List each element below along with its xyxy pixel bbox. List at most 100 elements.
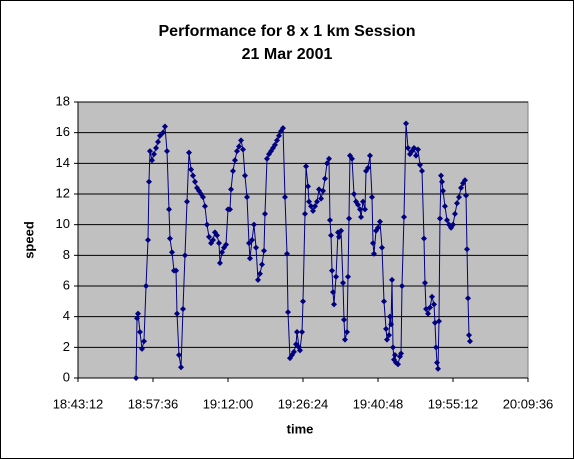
data-point [231, 157, 238, 164]
data-point [280, 125, 286, 132]
data-point [416, 161, 423, 168]
data-point [178, 364, 185, 371]
data-point [344, 329, 351, 335]
data-point [264, 155, 271, 162]
data-point [345, 215, 352, 222]
data-point [361, 206, 368, 213]
data-point [284, 250, 291, 257]
data-point [228, 186, 235, 193]
data-point [369, 194, 376, 201]
data-point [181, 252, 188, 259]
data-point [413, 152, 420, 159]
data-point [405, 145, 411, 151]
data-point [249, 237, 256, 243]
data-point [185, 149, 192, 156]
data-point [143, 283, 150, 289]
data-point [245, 240, 252, 247]
data-point [398, 350, 405, 357]
y-tick-label: 16 [56, 124, 70, 139]
data-point [259, 261, 266, 268]
data-point [136, 329, 143, 335]
data-point [310, 207, 316, 214]
data-point [308, 203, 315, 210]
data-point [415, 146, 421, 153]
data-point [149, 157, 156, 164]
data-point [465, 295, 471, 302]
data-point [205, 233, 212, 240]
data-point [444, 217, 451, 224]
data-point [166, 235, 173, 242]
data-point [355, 201, 361, 208]
data-point [230, 168, 236, 174]
data-point [201, 203, 208, 210]
data-point [329, 267, 336, 274]
data-point [253, 244, 260, 251]
data-point [375, 224, 381, 231]
data-point [379, 244, 386, 251]
data-point [388, 321, 395, 328]
data-point [419, 168, 426, 174]
data-point [321, 175, 328, 182]
data-point [461, 177, 468, 184]
data-point [420, 235, 427, 242]
data-point [180, 306, 186, 312]
data-point [135, 310, 141, 317]
data-point [340, 279, 346, 286]
data-point [464, 246, 471, 253]
data-point [294, 329, 301, 335]
data-point [386, 313, 393, 320]
x-tick-label: 20:09:36 [503, 396, 554, 411]
data-point [330, 289, 336, 296]
data-point [246, 255, 253, 262]
data-point [385, 332, 392, 339]
data-point [370, 250, 377, 257]
y-tick-label: 14 [56, 155, 70, 170]
y-tick-label: 4 [63, 308, 70, 323]
data-point [169, 249, 176, 256]
data-point [216, 260, 223, 266]
data-point [296, 347, 303, 354]
data-point [140, 338, 147, 345]
data-point [438, 172, 445, 179]
data-point [311, 203, 318, 210]
data-point [435, 365, 441, 372]
y-tick-label: 0 [63, 369, 70, 384]
data-point [395, 361, 401, 368]
data-point [256, 270, 263, 277]
data-point [200, 194, 206, 201]
y-tick-label: 6 [63, 277, 70, 292]
data-point [260, 247, 267, 254]
data-point [370, 240, 376, 247]
data-point [454, 200, 461, 207]
data-point [341, 336, 348, 343]
data-point [165, 206, 172, 213]
data-point [244, 194, 251, 201]
data-point [175, 352, 182, 358]
data-point [261, 210, 268, 217]
data-point [299, 329, 306, 335]
data-point [400, 214, 407, 220]
y-tick-label: 18 [56, 93, 70, 108]
data-point [191, 178, 198, 185]
data-point [426, 304, 433, 311]
data-point [150, 151, 157, 158]
data-point [451, 210, 458, 217]
data-point [293, 341, 300, 348]
data-point [440, 187, 446, 194]
data-point [210, 237, 216, 243]
data-point [421, 279, 428, 286]
data-point [204, 221, 211, 228]
data-point [350, 191, 357, 197]
x-tick-label: 18:43:12 [53, 396, 104, 411]
data-point [275, 132, 282, 139]
data-point [184, 198, 191, 205]
data-point [285, 309, 291, 316]
data-point [335, 233, 342, 240]
data-point [466, 338, 473, 345]
y-tick-label: 8 [63, 247, 70, 262]
data-point [340, 316, 347, 323]
data-point [365, 164, 371, 171]
data-point [455, 194, 462, 201]
data-point [290, 348, 297, 355]
x-tick-label: 19:12:00 [203, 396, 254, 411]
